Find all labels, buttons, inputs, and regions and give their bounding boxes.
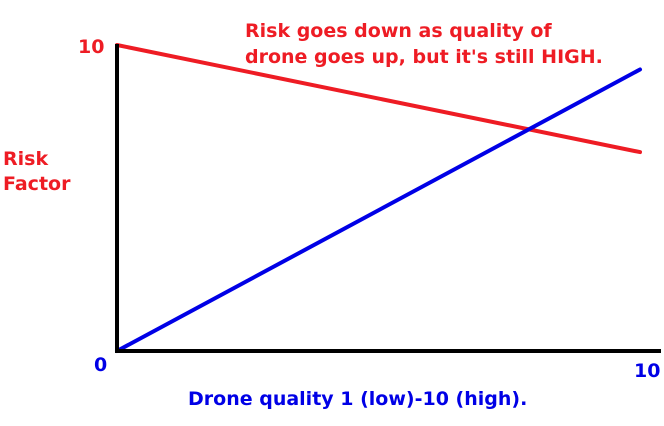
x-axis-label: Drone quality 1 (low)-10 (high). [188, 388, 527, 410]
series-layer [115, 43, 642, 353]
x-tick-label-right: 10 [634, 360, 660, 382]
annotation-line1: Risk goes down as quality of [245, 20, 552, 42]
y-axis-label-line2: Factor [3, 173, 71, 195]
annotation-line2: drone goes up, but it's still HIGH. [245, 46, 603, 68]
y-tick-label-bottom: 0 [94, 354, 107, 376]
series-line-red [115, 43, 642, 155]
y-axis-label-line1: Risk [3, 148, 48, 170]
series-line-blue [115, 67, 642, 353]
y-tick-label-top: 10 [78, 36, 104, 58]
